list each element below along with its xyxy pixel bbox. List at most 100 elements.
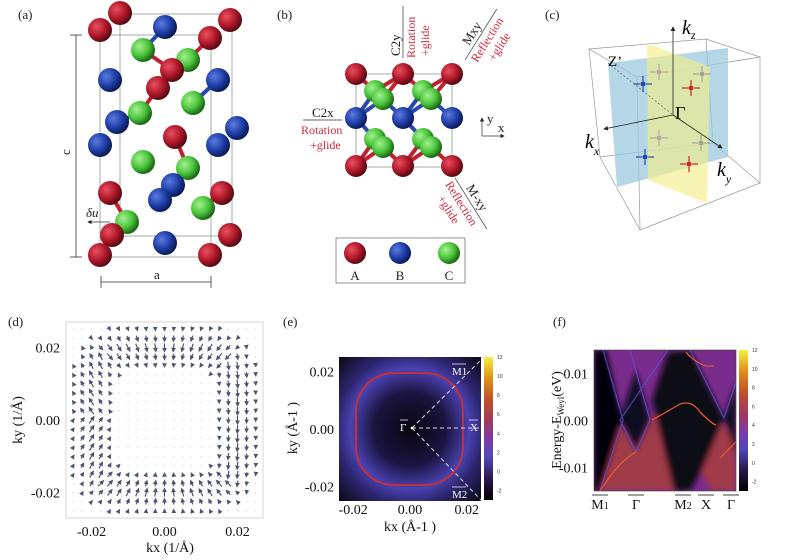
quiver-dot <box>136 419 138 421</box>
displacement-label: δu <box>86 205 99 220</box>
y-tick-label: -0.02 <box>31 487 60 502</box>
weyl-point <box>634 76 652 92</box>
quiver-arrow <box>144 487 149 497</box>
atom-a <box>160 58 184 82</box>
atom-a <box>108 1 132 25</box>
quiver-arrow <box>216 471 222 478</box>
quiver-arrow <box>218 508 223 515</box>
atom-a <box>146 76 170 100</box>
quiver-arrow <box>69 454 75 460</box>
atom-b <box>148 188 172 212</box>
colorbar-tick-label: 10 <box>497 374 503 380</box>
quiver-arrow <box>225 470 231 480</box>
quiver-dot <box>255 346 257 348</box>
y-tick-label: 0.02 <box>310 365 335 380</box>
legend-label: B <box>396 268 405 283</box>
z-prime-label: Z’ <box>608 54 622 70</box>
quiver-dot <box>81 501 83 503</box>
quiver-arrow <box>244 462 250 470</box>
f-band-heatmap <box>594 350 736 491</box>
quiver-dot <box>191 410 193 412</box>
quiver-dot <box>127 374 129 376</box>
quiver-arrow <box>209 325 214 332</box>
quiver-dot <box>191 392 193 394</box>
quiver-arrow <box>180 343 185 353</box>
quiver-dot <box>200 428 202 430</box>
quiver-dot <box>154 446 156 448</box>
quiver-dot <box>164 401 165 403</box>
quiver-arrow <box>88 397 95 406</box>
quiver-arrow <box>180 353 186 361</box>
quiver-dot <box>173 383 175 385</box>
quiver-dot <box>145 410 147 412</box>
quiver-arrow <box>88 406 95 415</box>
quiver-dot <box>200 455 202 457</box>
quiver-dot <box>182 437 184 439</box>
atom-a <box>441 63 463 85</box>
quiver-arrow <box>189 497 195 505</box>
quiver-arrow <box>125 498 130 505</box>
quiver-arrow <box>124 472 130 478</box>
quiver-dot <box>136 464 138 466</box>
quiver-arrow <box>115 463 121 469</box>
quiver-arrow <box>88 415 95 424</box>
quiver-arrow <box>180 335 186 343</box>
quiver-arrow <box>135 343 140 353</box>
quiver-dot <box>191 374 193 376</box>
quiver-dot <box>72 510 74 512</box>
atom-a <box>218 8 242 32</box>
quiver-dot <box>200 392 202 394</box>
crystal-structure-side-view <box>88 1 249 267</box>
svg-text:y: y <box>487 111 494 126</box>
quiver-arrow <box>209 508 214 515</box>
quiver-arrow <box>79 490 84 496</box>
quiver-arrow <box>106 508 111 515</box>
quiver-dot <box>164 410 165 412</box>
panel-e-ticks: -0.02 0.00 0.02 0.02 0.00 -0.02 <box>305 365 479 518</box>
svg-text:C2x: C2x <box>312 105 334 120</box>
quiver-arrow <box>235 334 241 341</box>
atom-c <box>372 88 394 110</box>
quiver-arrow <box>69 418 75 424</box>
quiver-arrow <box>190 362 196 368</box>
quiver-arrow <box>235 344 241 350</box>
quiver-arrow <box>80 398 85 405</box>
quiver-dot <box>118 392 120 394</box>
quiver-dot <box>173 464 175 466</box>
quiver-arrow <box>216 372 222 378</box>
panel-c: (c) kz kx ky Γ Z’ <box>545 7 761 231</box>
quiver-arrow <box>98 407 104 414</box>
quiver-dot <box>227 510 229 512</box>
quiver-dot <box>118 437 120 439</box>
atom-b <box>153 15 177 39</box>
y-tick-label: 0.00 <box>310 423 335 438</box>
quiver-arrow <box>134 335 140 343</box>
quiver-dot <box>200 446 202 448</box>
quiver-arrow <box>208 463 214 469</box>
quiver-arrow <box>124 326 130 332</box>
quiver-arrow <box>88 451 95 461</box>
quiver-dot <box>154 464 156 466</box>
atom-c <box>128 101 152 125</box>
quiver-arrow <box>107 361 113 369</box>
y-tick-label: -0.01 <box>559 462 588 477</box>
quiver-dot <box>182 410 184 412</box>
legend-label: A <box>350 268 360 283</box>
quiver-dot <box>154 374 156 376</box>
quiver-dot <box>118 428 120 430</box>
quiver-arrow <box>208 371 214 377</box>
quiver-arrow <box>181 472 186 478</box>
quiver-dot <box>200 410 202 412</box>
f-y-axis-label: Energy-EWeyl(eV) <box>550 371 566 469</box>
quiver-arrow <box>215 353 223 361</box>
quiver-arrow <box>235 470 240 480</box>
c2y-annotation: C2y Rotation +glide <box>388 6 432 58</box>
quiver-dot <box>136 383 138 385</box>
quiver-dot <box>145 428 147 430</box>
ky-label: ky <box>717 159 732 186</box>
x-tick-label: Γ <box>632 498 640 513</box>
quiver-arrow <box>216 344 222 352</box>
quiver-dot <box>173 392 175 394</box>
panel-e: (e) Γ X M1 M2 12 10 8 6 4 2 0 -2 -0.02 0.00 0.02 0… <box>283 314 503 535</box>
quiver-dot <box>173 401 175 403</box>
